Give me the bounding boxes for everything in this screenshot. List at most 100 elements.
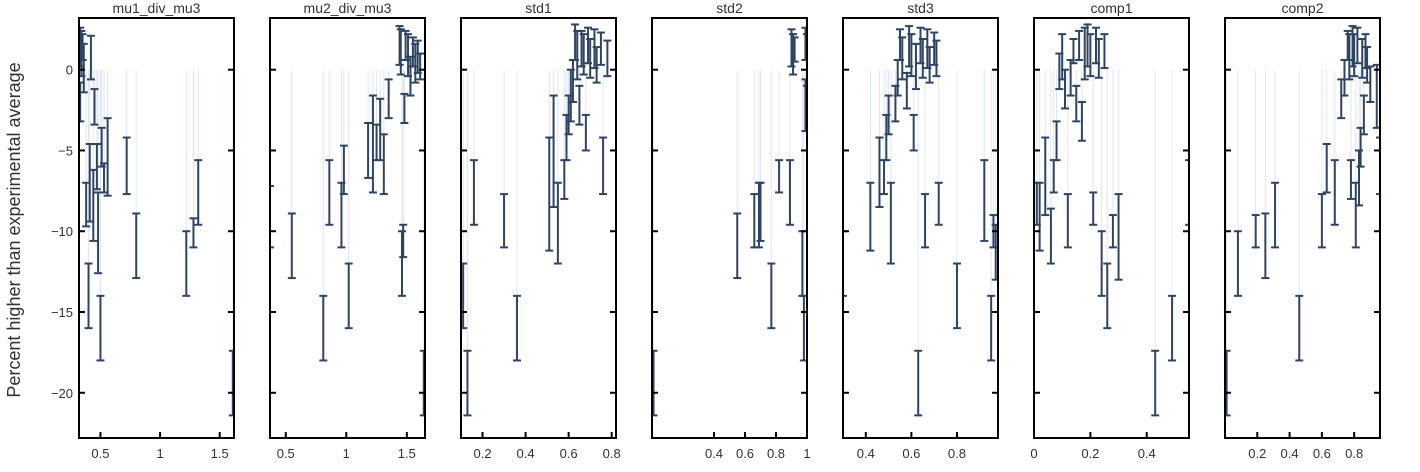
error-bar <box>397 230 406 297</box>
error-bar <box>1376 136 1380 196</box>
error-bar <box>368 94 377 194</box>
error-bar <box>886 181 895 265</box>
error-bar <box>754 181 763 249</box>
error-bar <box>270 185 274 249</box>
error-bar <box>733 212 742 280</box>
error-bar <box>416 52 425 81</box>
subplot-frame <box>842 17 999 439</box>
error-bar <box>921 193 930 249</box>
error-bar <box>909 113 918 152</box>
error-bar <box>287 212 296 280</box>
y-tick-label: −20 <box>51 386 73 401</box>
error-bar <box>581 113 590 152</box>
error-bar <box>898 36 907 81</box>
error-bar <box>84 262 93 330</box>
error-bar <box>103 117 112 197</box>
error-bar <box>560 159 569 200</box>
error-bar <box>132 212 141 280</box>
plot-area <box>461 23 612 417</box>
subplot-title: mu2_div_mu3 <box>304 0 392 16</box>
x-tick-label: 0.5 <box>91 446 109 461</box>
x-tick-label: 0.4 <box>705 446 723 461</box>
subplot-frame <box>460 17 617 439</box>
error-bar <box>1086 33 1095 78</box>
error-bar <box>767 262 776 330</box>
error-bar <box>1108 214 1117 249</box>
error-bar <box>194 159 203 226</box>
error-bar <box>1151 349 1160 417</box>
error-bar <box>575 84 584 126</box>
x-tick-label: 1 <box>803 446 810 461</box>
x-tick-label: 0.8 <box>948 446 966 461</box>
error-bar <box>1041 136 1050 217</box>
error-bar <box>907 33 916 78</box>
subplot-mu1_div_mu3: mu1_div_mu3 0 −5 −10 −15 −20 0.5 1 1.5 <box>51 0 235 461</box>
error-bar <box>775 159 784 194</box>
subplot-title: std2 <box>716 0 743 16</box>
plot-area <box>79 26 234 417</box>
x-tick-label: 1 <box>156 446 163 461</box>
error-bar <box>1317 193 1326 249</box>
error-bar <box>603 39 612 78</box>
x-tick-label: 0.2 <box>1248 446 1266 461</box>
error-bar <box>652 349 658 417</box>
error-bar <box>319 294 328 362</box>
error-bar <box>785 159 794 226</box>
error-bar <box>553 181 562 265</box>
x-tick-label: 0.4 <box>1138 446 1156 461</box>
error-bar <box>798 230 807 297</box>
error-bar <box>1035 181 1044 252</box>
error-bar <box>884 94 893 136</box>
error-bar <box>787 28 796 68</box>
error-bar <box>880 159 889 196</box>
subplot-std1: std1 0.2 0.4 0.6 0.8 <box>460 0 621 461</box>
subplot-title: mu1_div_mu3 <box>113 0 201 16</box>
subplot-comp1: comp1 0 0.2 0.4 <box>1030 0 1190 461</box>
error-bar <box>90 88 99 126</box>
x-tick-label: 0.6 <box>902 446 920 461</box>
error-bar <box>596 31 605 66</box>
error-bar <box>1046 207 1055 265</box>
error-bar <box>92 143 101 191</box>
error-bar <box>1100 33 1109 70</box>
error-bar <box>461 262 468 330</box>
error-bar <box>549 94 558 208</box>
error-bar <box>512 294 521 362</box>
error-bar <box>1061 68 1069 110</box>
error-bar <box>1346 159 1355 200</box>
subplot-frame <box>78 17 235 439</box>
x-tick-label: 0.2 <box>1081 446 1099 461</box>
error-bar <box>790 36 799 63</box>
error-bar <box>379 133 388 196</box>
plot-area <box>270 25 425 417</box>
error-bar <box>419 349 425 417</box>
error-bar <box>801 78 807 133</box>
subplot-title: std1 <box>525 0 552 16</box>
error-bar <box>1225 349 1231 417</box>
error-bar <box>96 294 105 362</box>
error-bar <box>1353 26 1362 65</box>
error-bar <box>952 262 961 330</box>
error-bar <box>1348 25 1357 68</box>
error-bar <box>1233 230 1242 297</box>
error-bar <box>122 136 131 196</box>
error-bar <box>1094 38 1103 79</box>
error-bar <box>228 349 234 417</box>
error-bar <box>396 28 405 76</box>
error-bar <box>1361 33 1370 70</box>
error-bar <box>1271 181 1280 249</box>
error-bar <box>1103 262 1112 330</box>
error-bar <box>395 25 404 66</box>
x-tick-label: 0.4 <box>517 446 535 461</box>
error-bar <box>579 33 588 76</box>
plot-area <box>652 26 807 417</box>
error-bar <box>469 159 478 226</box>
error-bar <box>384 78 393 120</box>
error-bar <box>789 33 798 76</box>
y-tick-label: −5 <box>58 143 73 158</box>
y-tick-label: 0 <box>66 63 73 78</box>
error-bar <box>932 39 941 78</box>
error-bar <box>918 38 927 79</box>
error-bar <box>1343 29 1352 61</box>
